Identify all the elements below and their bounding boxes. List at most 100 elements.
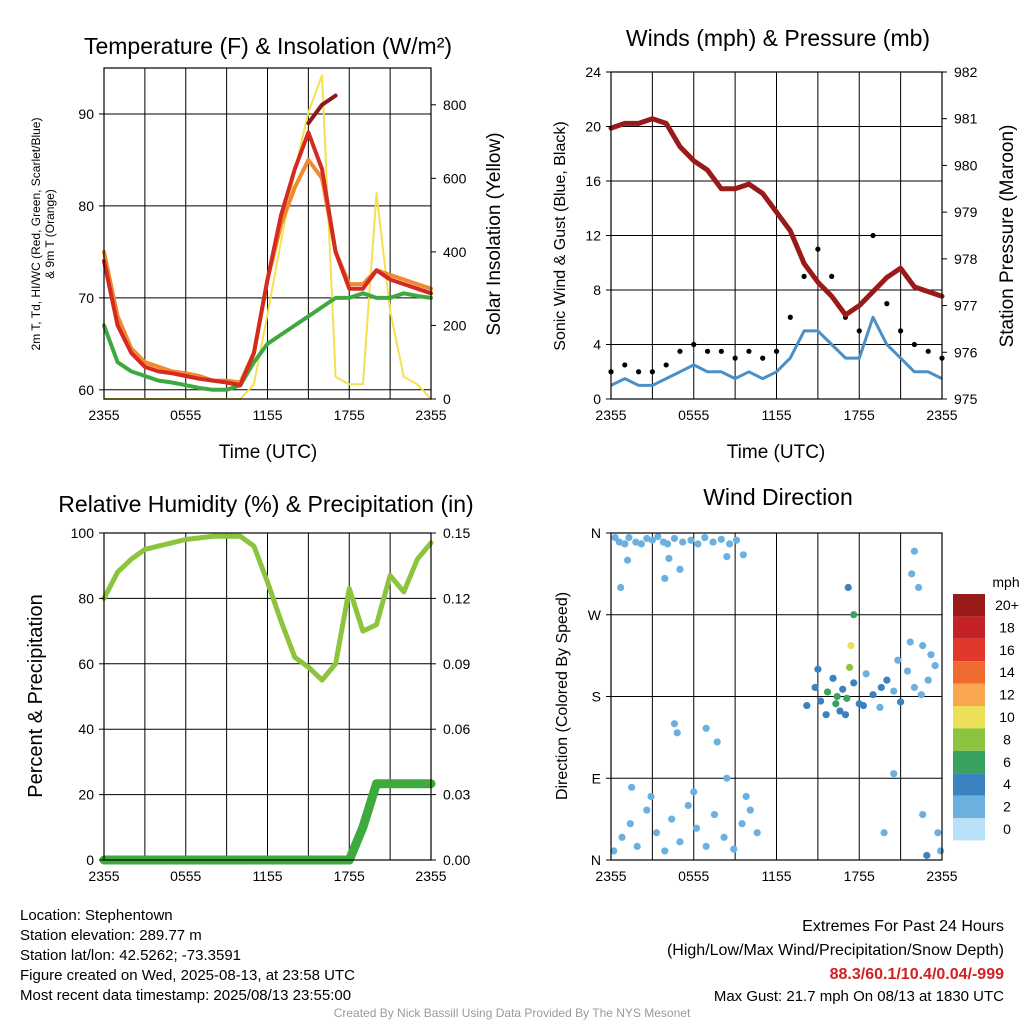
direction-point xyxy=(738,820,746,828)
direction-point xyxy=(839,685,847,693)
x-tick-label: 0555 xyxy=(170,868,201,884)
y-tick-label: 100 xyxy=(71,525,95,541)
plot-border xyxy=(103,532,432,861)
direction-point xyxy=(633,842,641,850)
y-tick-label-right: 978 xyxy=(954,251,978,267)
credit-text: Created By Nick Bassill Using Data Provi… xyxy=(333,1006,691,1020)
y-tick-label-right: 0.06 xyxy=(443,721,470,737)
elevation-text: Station elevation: 289.77 m xyxy=(20,927,202,944)
direction-point xyxy=(626,820,634,828)
direction-point xyxy=(723,774,731,782)
direction-point xyxy=(643,534,651,543)
gust-point xyxy=(691,341,697,348)
plot-border xyxy=(103,67,432,400)
direction-point xyxy=(844,583,852,592)
direction-point xyxy=(811,683,819,692)
direction-point xyxy=(823,688,832,696)
direction-point xyxy=(894,656,902,664)
series-line-1 xyxy=(102,291,433,392)
legend-swatch xyxy=(953,638,985,662)
chart-title: Relative Humidity (%) & Precipitation (i… xyxy=(58,491,473,517)
direction-point xyxy=(617,583,625,592)
y-tick-label-right: 977 xyxy=(954,298,978,314)
legend-label: 8 xyxy=(1003,731,1011,747)
gust-point xyxy=(732,355,738,361)
x-tick-label: 2355 xyxy=(415,407,446,423)
y-tick-label: 0 xyxy=(86,852,94,868)
direction-point xyxy=(673,729,681,737)
y-tick-label: 20 xyxy=(78,787,94,803)
x-tick-label: 1755 xyxy=(334,868,365,884)
gust-point xyxy=(773,348,780,354)
direction-point xyxy=(623,556,632,564)
series-line-2 xyxy=(306,93,338,126)
y-axis-label: Percent & Precipitation xyxy=(25,594,47,797)
direction-point xyxy=(910,547,919,555)
direction-point xyxy=(692,824,701,832)
direction-point xyxy=(832,700,840,708)
x-tick-label: 0555 xyxy=(170,407,201,423)
direction-point xyxy=(632,538,640,546)
direction-point xyxy=(906,638,914,646)
direction-point xyxy=(684,801,692,810)
gust-point xyxy=(760,355,766,361)
legend-label: 18 xyxy=(999,619,1015,635)
location-text: Location: Stephentown xyxy=(20,907,173,924)
direction-point xyxy=(670,720,679,728)
legend-swatch xyxy=(953,795,985,818)
x-tick-label: 2355 xyxy=(926,868,957,884)
y-tick-label-right: 0.03 xyxy=(443,787,470,803)
y-axis-label: Direction (Colored By Speed) xyxy=(554,592,571,800)
gust-point xyxy=(704,348,711,354)
gust-point xyxy=(884,301,890,307)
direction-point xyxy=(822,711,830,719)
direction-point xyxy=(694,540,702,548)
y-tick-label: 40 xyxy=(78,721,94,737)
legend-label: 12 xyxy=(999,687,1015,703)
direction-point xyxy=(676,838,684,846)
legend-swatch xyxy=(953,773,985,796)
direction-point xyxy=(690,788,698,796)
direction-point xyxy=(610,847,618,855)
x-tick-label: 0555 xyxy=(678,868,709,884)
y-tick-label: 90 xyxy=(78,106,94,122)
y-axis-label: & 9m T (Orange) xyxy=(43,189,57,279)
direction-point xyxy=(726,540,734,548)
direction-point xyxy=(845,663,854,672)
direction-point xyxy=(628,783,636,791)
y-tick-label: 24 xyxy=(585,64,601,80)
x-tick-label: 1155 xyxy=(761,407,791,423)
legend-label: 16 xyxy=(999,642,1015,658)
direction-point xyxy=(663,540,672,548)
legend-label: 6 xyxy=(1003,754,1011,770)
x-tick-label: 2355 xyxy=(415,868,446,884)
legend-swatch xyxy=(953,818,985,841)
direction-point xyxy=(621,540,629,548)
direction-point xyxy=(890,687,898,695)
legend-label: 0 xyxy=(1003,821,1011,837)
direction-point xyxy=(702,842,710,850)
direction-point xyxy=(618,833,626,841)
direction-point xyxy=(652,829,661,837)
pressure-series-line xyxy=(608,116,945,318)
y-tick-label: 20 xyxy=(585,119,601,135)
y-tick-label-right: 0 xyxy=(443,391,451,407)
direction-point xyxy=(732,536,741,544)
direction-point xyxy=(836,707,844,715)
direction-point xyxy=(903,667,912,675)
y-axis-label-right: Solar Insolation (Yellow) xyxy=(484,132,505,335)
legend-title: mph xyxy=(992,574,1019,590)
direction-point xyxy=(742,792,750,801)
legend-swatch xyxy=(953,706,985,729)
y-tick-label-right: 981 xyxy=(954,111,978,127)
y-tick-label: 4 xyxy=(593,337,601,353)
direction-point xyxy=(615,538,623,546)
legend-label: 2 xyxy=(1003,799,1011,815)
y-tick-label: 60 xyxy=(78,656,94,672)
gust-point xyxy=(718,348,724,354)
plot-border xyxy=(610,532,943,861)
direction-point xyxy=(850,679,858,687)
direction-point xyxy=(661,574,669,583)
y-tick-label-right: 200 xyxy=(443,317,467,333)
gust-point xyxy=(622,362,628,368)
